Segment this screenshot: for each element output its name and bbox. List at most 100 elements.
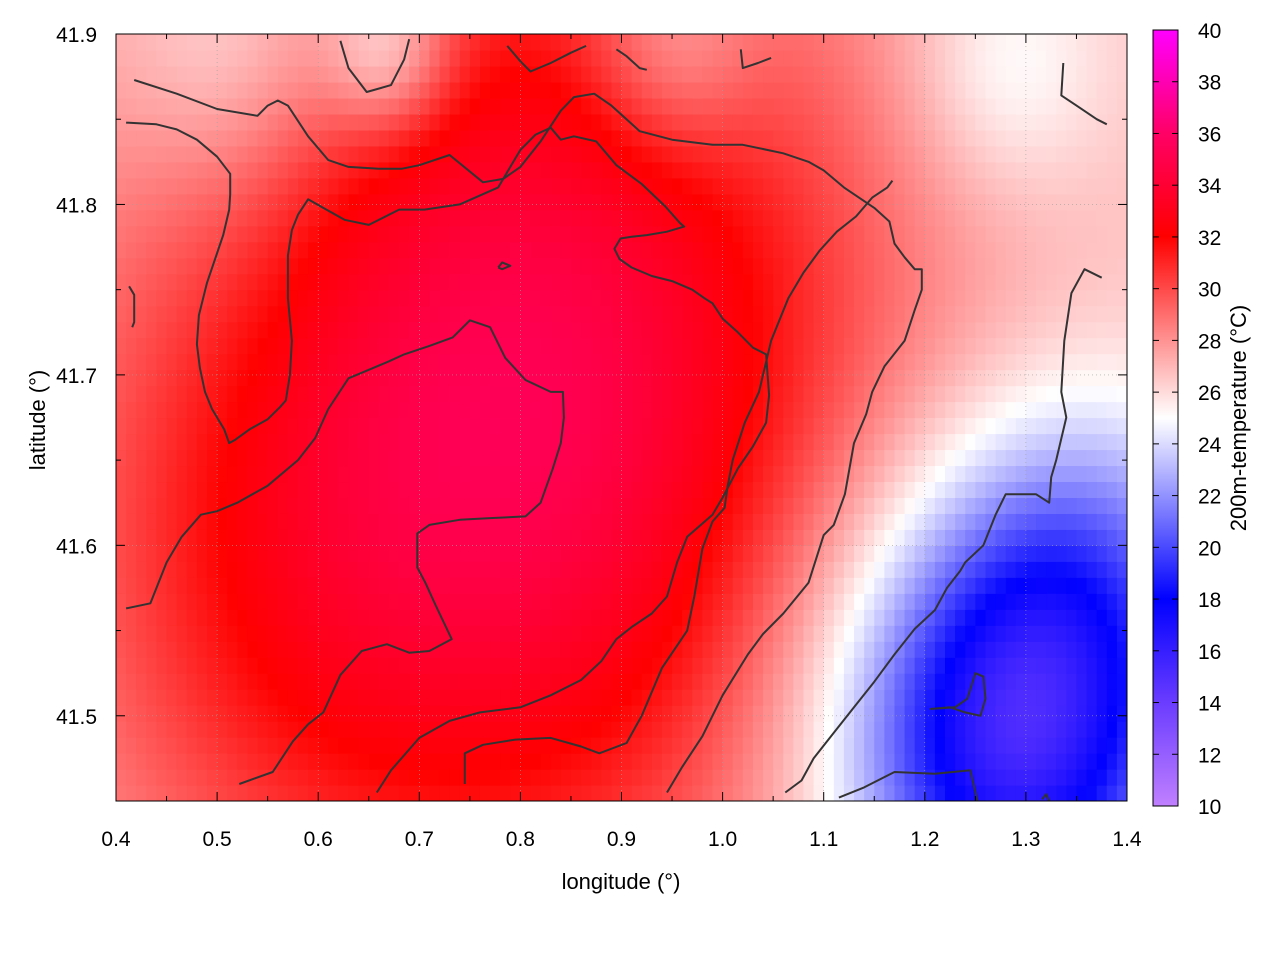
heatmap-cell <box>1025 705 1037 722</box>
heatmap-cell <box>479 353 491 371</box>
heatmap-cell <box>874 513 885 530</box>
heatmap-cell <box>257 177 269 195</box>
heatmap-cell <box>449 417 461 435</box>
heatmap-cell <box>449 545 461 562</box>
heatmap-cell <box>540 657 552 674</box>
heatmap-cell <box>934 225 946 243</box>
heatmap-cell <box>297 81 309 99</box>
heatmap-cell <box>692 785 703 801</box>
heatmap-cell <box>661 577 673 594</box>
heatmap-cell <box>540 401 552 419</box>
heatmap-cell <box>1066 129 1078 147</box>
heatmap-cell <box>742 417 754 435</box>
heatmap-cell <box>146 609 158 626</box>
heatmap-cell <box>823 705 835 722</box>
heatmap-cell <box>136 241 147 259</box>
heatmap-cell <box>520 209 532 227</box>
heatmap-cell <box>965 257 976 275</box>
heatmap-cell <box>1096 609 1108 626</box>
heatmap-cell <box>479 129 491 147</box>
heatmap-cell <box>773 129 784 147</box>
heatmap-cell <box>146 737 158 754</box>
heatmap-cell <box>449 769 461 786</box>
heatmap-cell <box>429 657 441 674</box>
heatmap-cell <box>479 257 491 275</box>
heatmap-cell <box>237 417 249 435</box>
heatmap-cell <box>388 513 400 530</box>
heatmap-cell <box>479 561 491 578</box>
heatmap-cell <box>540 193 552 211</box>
heatmap-cell <box>277 689 289 706</box>
heatmap-cell <box>854 241 865 259</box>
heatmap-cell <box>530 561 542 578</box>
heatmap-cell <box>338 625 350 642</box>
heatmap-cell <box>1076 705 1088 722</box>
heatmap-cell <box>651 561 663 578</box>
heatmap-cell <box>823 449 835 467</box>
heatmap-cell <box>358 689 370 706</box>
heatmap-cell <box>550 257 562 275</box>
heatmap-cell <box>682 369 693 387</box>
heatmap-cell <box>368 689 380 706</box>
heatmap-cell <box>803 177 815 195</box>
heatmap-cell <box>702 753 714 770</box>
heatmap-cell <box>166 193 178 211</box>
heatmap-cell <box>955 609 966 626</box>
heatmap-cell <box>358 353 370 371</box>
heatmap-cell <box>601 417 612 435</box>
heatmap-cell <box>530 97 542 115</box>
heatmap-cell <box>560 705 572 722</box>
heatmap-cell <box>661 34 673 51</box>
heatmap-cell <box>116 625 127 642</box>
heatmap-cell <box>854 433 865 451</box>
heatmap-cell <box>247 433 259 451</box>
heatmap-cell <box>945 465 956 483</box>
heatmap-cell <box>469 401 481 419</box>
heatmap-cell <box>277 353 289 371</box>
heatmap-cell <box>752 161 764 179</box>
heatmap-cell <box>500 65 511 83</box>
heatmap-cell <box>287 785 299 801</box>
heatmap-cell <box>1116 369 1127 387</box>
heatmap-cell <box>136 529 147 546</box>
heatmap-cell <box>1015 513 1027 530</box>
heatmap-cell <box>1066 305 1078 323</box>
heatmap-cell <box>661 161 673 179</box>
heatmap-cell <box>429 689 441 706</box>
heatmap-cell <box>439 609 451 626</box>
heatmap-cell <box>763 481 774 498</box>
heatmap-cell <box>965 209 976 227</box>
heatmap-cell <box>843 145 855 163</box>
heatmap-cell <box>429 577 441 594</box>
heatmap-cell <box>358 705 370 722</box>
heatmap-cell <box>227 769 238 786</box>
heatmap-cell <box>661 65 673 83</box>
heatmap-cell <box>388 577 400 594</box>
heatmap-cell <box>186 481 198 498</box>
heatmap-cell <box>641 657 653 674</box>
heatmap-cell <box>297 449 309 467</box>
heatmap-cell <box>227 449 238 467</box>
heatmap-cell <box>439 721 451 738</box>
heatmap-cell <box>449 705 461 722</box>
heatmap-cell <box>409 34 420 51</box>
heatmap-cell <box>904 481 916 498</box>
heatmap-cell <box>1056 513 1067 530</box>
heatmap-cell <box>1076 289 1088 307</box>
heatmap-cell <box>874 785 885 801</box>
heatmap-cell <box>429 401 441 419</box>
heatmap-cell <box>803 673 815 690</box>
heatmap-cell <box>439 385 451 403</box>
heatmap-cell <box>945 401 956 419</box>
heatmap-cell <box>277 273 289 291</box>
heatmap-cell <box>682 673 693 690</box>
heatmap-cell <box>904 561 916 578</box>
heatmap-cell <box>540 609 552 626</box>
heatmap-cell <box>146 625 158 642</box>
heatmap-cell <box>338 513 350 530</box>
heatmap-cell <box>1015 625 1027 642</box>
heatmap-cell <box>813 769 825 786</box>
heatmap-cell <box>338 721 350 738</box>
heatmap-cell <box>510 481 521 498</box>
heatmap-cell <box>378 449 390 467</box>
